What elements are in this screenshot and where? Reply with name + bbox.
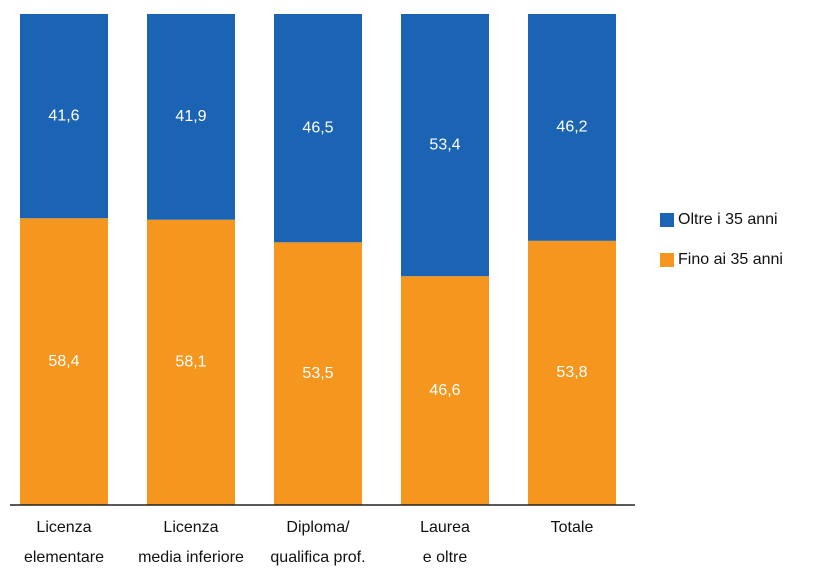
bar-segment: [20, 14, 108, 219]
x-tick-label: Diploma/: [286, 519, 350, 536]
x-tick-label: Totale: [551, 519, 594, 536]
data-label: 53,8: [556, 364, 587, 381]
data-label: 46,6: [429, 382, 460, 399]
x-tick-label: qualifica prof.: [270, 549, 365, 566]
x-tick-label: media inferiore: [138, 549, 244, 566]
data-label: 58,1: [175, 354, 206, 371]
data-label: 41,6: [48, 107, 79, 124]
bar-segment: [401, 276, 489, 505]
data-label: 53,4: [429, 136, 460, 153]
legend-swatch: [660, 253, 674, 267]
x-tick-label: e oltre: [423, 549, 468, 566]
legend-swatch: [660, 213, 674, 227]
x-tick-label: elementare: [24, 549, 104, 566]
bar-segment: [528, 240, 616, 506]
x-tick-label: Laurea: [420, 519, 470, 536]
data-label: 46,2: [556, 119, 587, 136]
data-label: 41,9: [175, 108, 206, 125]
data-label: 58,4: [48, 353, 79, 370]
bar-segment: [401, 14, 489, 277]
legend-label: Fino ai 35 anni: [678, 251, 783, 268]
bar-segment: [147, 14, 235, 220]
data-label: 53,5: [302, 365, 333, 382]
bar-segment: [20, 218, 108, 506]
bar-segment: [147, 219, 235, 505]
legend-label: Oltre i 35 anni: [678, 211, 778, 228]
x-tick-label: Licenza: [36, 519, 91, 536]
bar-segment: [528, 14, 616, 241]
data-label: 46,5: [302, 119, 333, 136]
x-tick-label: Licenza: [163, 519, 218, 536]
bar-segment: [274, 14, 362, 243]
bar-segment: [274, 242, 362, 505]
